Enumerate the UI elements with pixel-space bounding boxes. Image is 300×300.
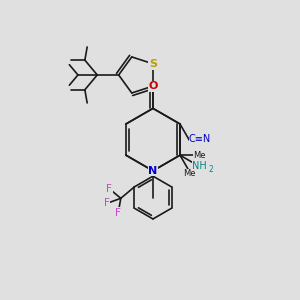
Text: Me: Me [193,151,206,160]
Text: F: F [106,184,112,194]
Text: 2: 2 [208,165,213,174]
Text: F: F [115,208,121,218]
Text: C≡N: C≡N [189,134,211,144]
Text: N: N [148,166,158,176]
Text: NH: NH [192,160,207,171]
Text: Me: Me [183,169,195,178]
Text: S: S [149,59,157,69]
Text: F: F [104,198,110,208]
Text: O: O [148,81,158,91]
